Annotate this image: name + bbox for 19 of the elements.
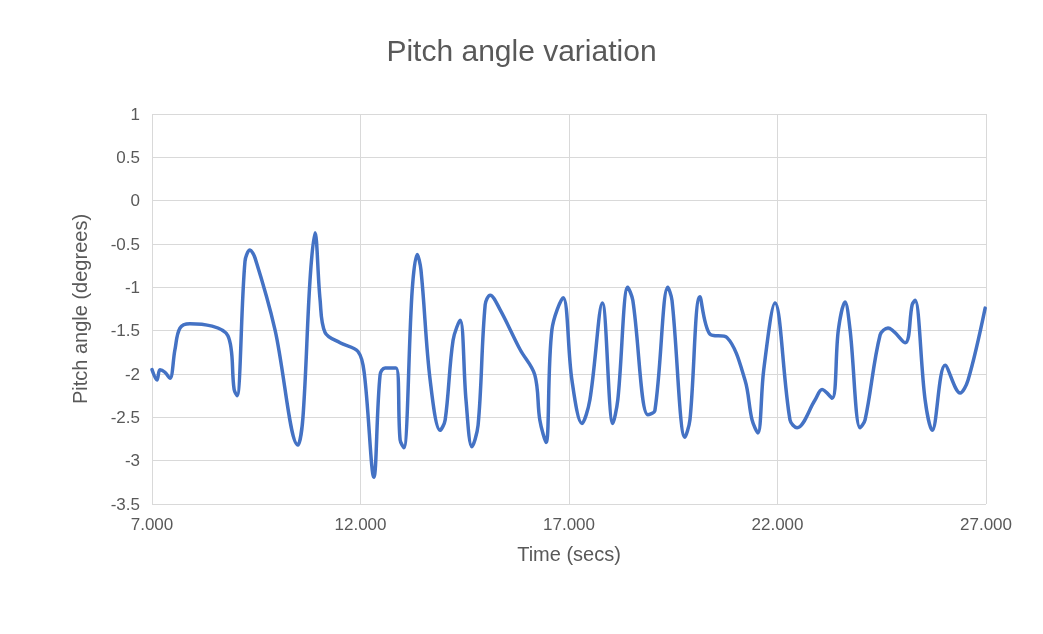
x-tick-label: 27.000 [960,515,1012,534]
y-tick-label: 0 [130,191,140,211]
y-tick-label: -2 [124,364,140,384]
x-tick-label: 7.000 [130,515,174,534]
y-tick-label: 0.5 [116,147,140,167]
x-tick-label: 22.000 [751,515,804,534]
y-tick-label: 1 [130,104,140,124]
x-tick-label: 17.000 [543,515,595,534]
y-tick-label: -3.5 [110,494,140,514]
x-axis-title: Time (secs) [517,543,621,565]
y-tick-label: -1.5 [110,321,140,341]
y-tick-label: -2.5 [110,407,140,427]
y-axis-title: Pitch angle (degrees) [69,213,91,405]
y-tick-label: -1 [124,277,140,297]
line-series [150,230,987,479]
y-tick-label: -0.5 [110,234,140,254]
y-tick-label: -3 [124,451,140,471]
chart-title: Pitch angle variation [386,33,657,67]
x-tick-label: 12.000 [334,515,387,534]
